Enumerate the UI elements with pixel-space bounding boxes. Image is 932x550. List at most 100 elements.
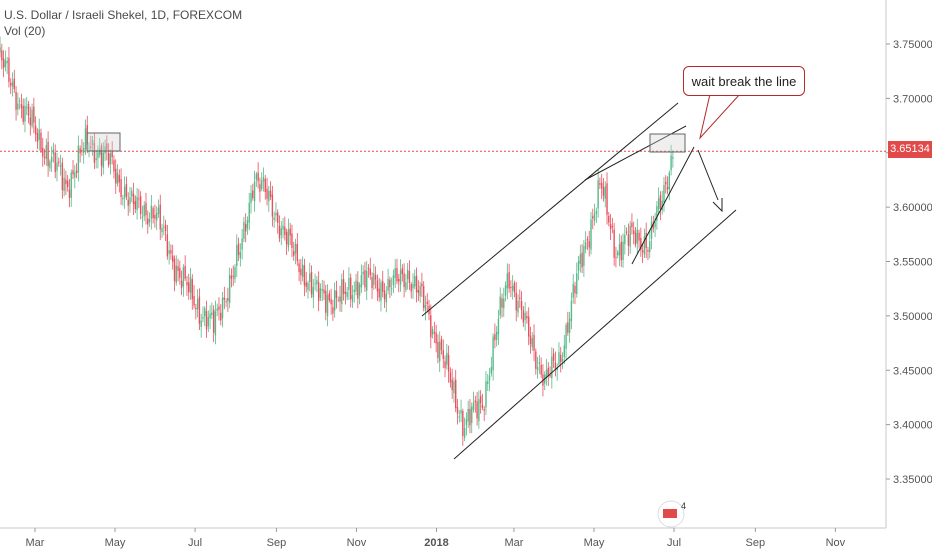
candle-body: [394, 268, 396, 278]
candle-body: [367, 268, 370, 270]
candle-body: [350, 277, 352, 300]
candle-body: [29, 117, 32, 126]
candle-body: [38, 129, 40, 141]
candle-body: [572, 283, 574, 298]
candle-body: [524, 312, 526, 320]
candle-body: [406, 269, 409, 280]
chart-legend[interactable]: U.S. Dollar / Israeli Shekel, 1D, FOREXC…: [4, 7, 242, 39]
candle-body: [439, 341, 441, 362]
candle-body: [554, 362, 557, 370]
candle-body: [533, 335, 535, 351]
candle-body: [592, 216, 594, 219]
candle-body: [442, 350, 444, 359]
candle-body: [1, 50, 3, 61]
candle-body: [93, 143, 96, 163]
candle-body: [72, 170, 74, 175]
breakdown-arrow-head[interactable]: [712, 198, 723, 213]
candle-body: [552, 353, 555, 361]
candle-body: [471, 406, 473, 423]
candle-body: [309, 273, 311, 282]
candle-body: [330, 299, 332, 305]
candle-body: [305, 282, 307, 287]
candle-body: [570, 300, 573, 321]
candle-body: [139, 196, 142, 215]
candle-body: [188, 282, 190, 293]
rising-wedge-support-line[interactable]: [631, 146, 695, 265]
candle-body: [259, 184, 261, 192]
candle-body: [115, 168, 117, 184]
candle-body: [107, 152, 110, 166]
candle-body: [248, 202, 250, 223]
candle-body: [415, 275, 418, 293]
candle-body: [321, 289, 323, 291]
candle-body: [659, 195, 662, 210]
channel-upper-line[interactable]: [421, 102, 679, 317]
breakdown-arrow-line[interactable]: [697, 149, 719, 201]
volume-indicator-label[interactable]: Vol (20): [4, 24, 46, 38]
candle-body: [170, 250, 172, 254]
candle-body: [463, 428, 466, 438]
candle-body: [116, 173, 119, 184]
candle-body: [558, 352, 560, 365]
candle-body: [487, 381, 489, 385]
candle-body: [665, 181, 667, 185]
channel-lower-line[interactable]: [453, 209, 737, 460]
candle-body: [132, 193, 135, 205]
labels-layer: 4: [657, 500, 686, 528]
price-tick-label: 3.35000: [893, 474, 932, 486]
annotation-callout[interactable]: wait break the line: [683, 66, 805, 96]
candle-body: [182, 267, 185, 287]
candle-body: [70, 172, 72, 198]
candle-body: [234, 267, 236, 280]
candle-body: [191, 279, 193, 300]
candle-body: [531, 338, 533, 348]
channel-mid-line[interactable]: [584, 125, 687, 181]
candle-body: [410, 284, 412, 292]
candle-body: [602, 187, 605, 196]
candle-body: [419, 285, 421, 297]
candle-body: [0, 47, 1, 53]
candle-body: [291, 233, 293, 248]
candle-body: [447, 354, 450, 372]
candle-body: [316, 280, 318, 284]
candle-body: [663, 185, 665, 203]
resistance-box-left[interactable]: [86, 132, 121, 152]
chart-title: U.S. Dollar / Israeli Shekel, 1D, FOREXC…: [4, 8, 243, 22]
candle-body: [131, 190, 133, 197]
candle-body: [239, 252, 242, 259]
candle-body: [371, 277, 373, 289]
candle-body: [430, 315, 432, 338]
candle-body: [517, 300, 519, 313]
candle-body: [227, 297, 229, 302]
candle-body: [150, 205, 153, 219]
candle-body: [271, 194, 274, 217]
candle-body: [426, 301, 428, 305]
candle-body: [54, 152, 56, 173]
candle-body: [617, 252, 619, 256]
candle-body: [636, 229, 638, 244]
time-tick-label: Nov: [826, 537, 846, 549]
candle-body: [449, 372, 452, 383]
candle-body: [421, 283, 423, 287]
time-tick-label: Jul: [667, 537, 681, 549]
candle-body: [446, 352, 448, 365]
candle-body: [440, 338, 443, 350]
drawings-layer[interactable]: [86, 93, 742, 460]
candle-body: [593, 213, 596, 221]
callout-pointer[interactable]: [699, 93, 742, 140]
candle-body: [26, 107, 28, 109]
resistance-box-right[interactable]: [649, 133, 686, 153]
candle-body: [152, 208, 154, 219]
candle-body: [403, 273, 405, 288]
candle-body: [332, 307, 334, 314]
candle-body: [100, 145, 103, 166]
candle-body: [485, 381, 487, 408]
candle-body: [243, 221, 245, 239]
candle-body: [257, 172, 259, 182]
candle-body: [65, 179, 67, 185]
candle-body: [40, 132, 42, 151]
watermark-badge-count: 4: [681, 501, 686, 511]
time-tick-label: Mar: [504, 537, 523, 549]
